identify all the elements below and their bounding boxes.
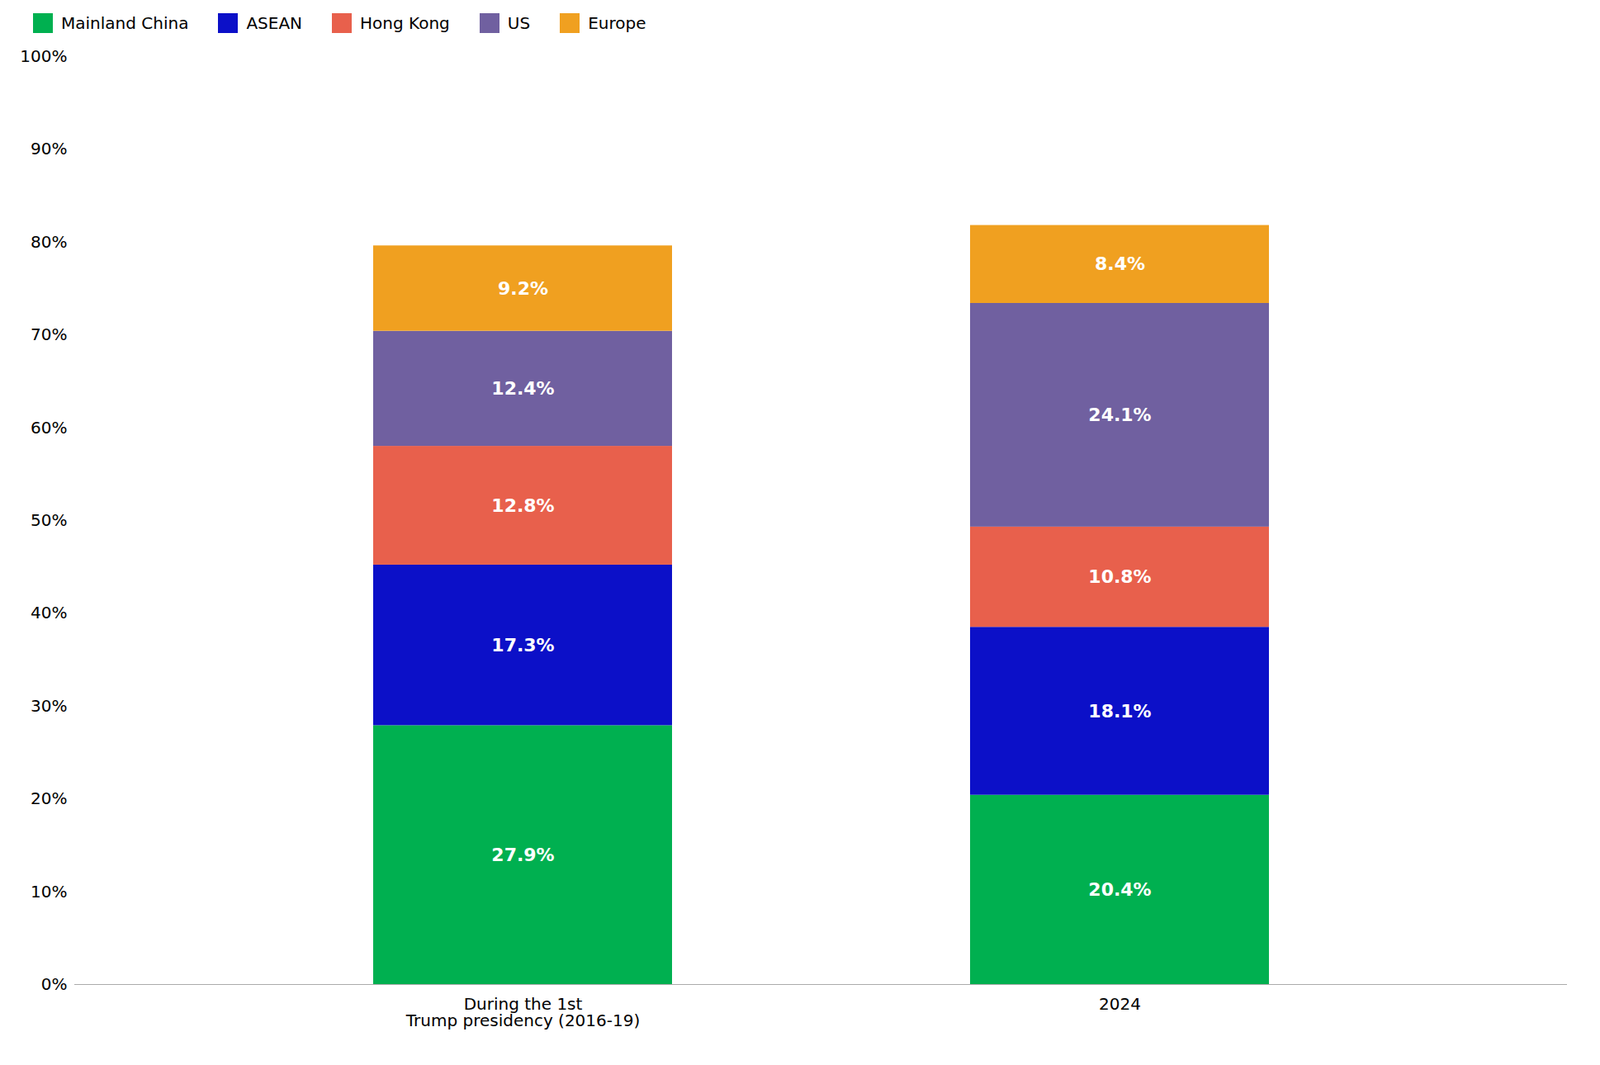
- svg-text:12.4%: 12.4%: [491, 378, 554, 399]
- svg-text:40%: 40%: [30, 602, 67, 623]
- html-text:Mainland China: Mainland China: [61, 13, 189, 34]
- svg-text:27.9%: 27.9%: [491, 844, 554, 866]
- svg-text:90%: 90%: [30, 138, 67, 159]
- svg-text:80%: 80%: [30, 231, 67, 252]
- html-text:US: US: [507, 13, 531, 34]
- svg-text:20.4%: 20.4%: [1088, 879, 1151, 900]
- svg-text:10%: 10%: [30, 881, 67, 902]
- svg-text:30%: 30%: [30, 695, 67, 716]
- svg-text:70%: 70%: [30, 324, 67, 345]
- svg-text:During the 1stTrump presidency: During the 1stTrump presidency (2016-19): [405, 994, 641, 1031]
- svg-text:100%: 100%: [19, 46, 67, 67]
- svg-text:17.3%: 17.3%: [491, 634, 554, 656]
- svg-text:10.8%: 10.8%: [1088, 566, 1151, 587]
- svg-text:2024: 2024: [1098, 994, 1141, 1014]
- svg-text:20%: 20%: [30, 788, 67, 809]
- html-text:ASEAN: ASEAN: [246, 13, 303, 34]
- html-text:Hong Kong: Hong Kong: [360, 13, 450, 34]
- svg-text:24.1%: 24.1%: [1088, 404, 1151, 426]
- svg-text:9.2%: 9.2%: [497, 278, 549, 299]
- svg-text:50%: 50%: [30, 510, 67, 531]
- html-text:Europe: Europe: [587, 13, 647, 34]
- svg-text:18.1%: 18.1%: [1088, 700, 1151, 722]
- svg-text:60%: 60%: [30, 417, 67, 438]
- svg-text:0%: 0%: [41, 974, 68, 995]
- svg-text:8.4%: 8.4%: [1094, 253, 1146, 275]
- svg-text:12.8%: 12.8%: [491, 495, 554, 516]
